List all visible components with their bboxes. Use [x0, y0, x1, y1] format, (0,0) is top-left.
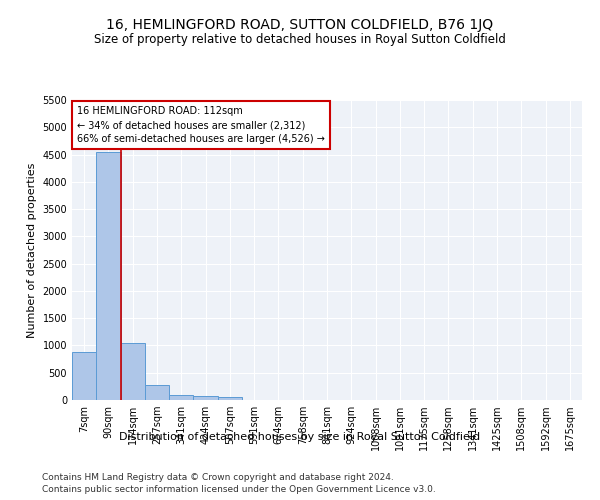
- Bar: [218, 398, 242, 400]
- Y-axis label: Number of detached properties: Number of detached properties: [27, 162, 37, 338]
- Text: Size of property relative to detached houses in Royal Sutton Coldfield: Size of property relative to detached ho…: [94, 32, 506, 46]
- Text: 16 HEMLINGFORD ROAD: 112sqm
← 34% of detached houses are smaller (2,312)
66% of : 16 HEMLINGFORD ROAD: 112sqm ← 34% of det…: [77, 106, 325, 144]
- Bar: [72, 352, 96, 400]
- Text: Contains public sector information licensed under the Open Government Licence v3: Contains public sector information licen…: [42, 485, 436, 494]
- Bar: [193, 396, 218, 400]
- Bar: [169, 395, 193, 400]
- Text: Contains HM Land Registry data © Crown copyright and database right 2024.: Contains HM Land Registry data © Crown c…: [42, 472, 394, 482]
- Text: 16, HEMLINGFORD ROAD, SUTTON COLDFIELD, B76 1JQ: 16, HEMLINGFORD ROAD, SUTTON COLDFIELD, …: [106, 18, 494, 32]
- Bar: [121, 344, 145, 400]
- Bar: [145, 386, 169, 400]
- Bar: [96, 152, 121, 400]
- Text: Distribution of detached houses by size in Royal Sutton Coldfield: Distribution of detached houses by size …: [119, 432, 481, 442]
